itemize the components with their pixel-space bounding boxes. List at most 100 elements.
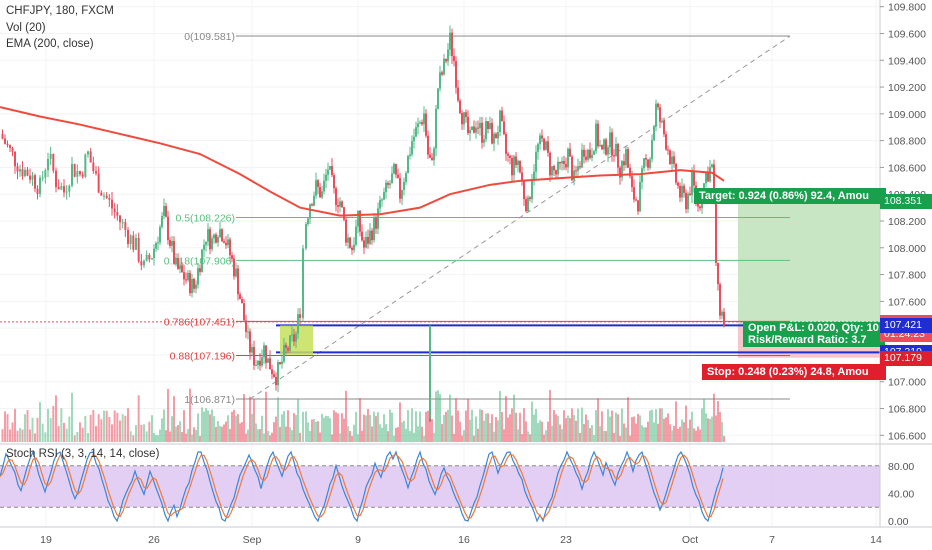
candle-body [505, 134, 507, 154]
volume-bar [311, 419, 313, 442]
candle-body [511, 158, 513, 176]
candle-body [92, 162, 95, 172]
price-axis-tag: 108.351 [880, 193, 932, 209]
volume-indicator-label[interactable]: Vol (20) [6, 22, 46, 34]
candle [391, 166, 393, 184]
candle [375, 215, 377, 234]
candle-body [721, 311, 723, 316]
candle-body [589, 149, 591, 158]
volume-bar [321, 413, 323, 442]
volume-bar [601, 411, 603, 442]
volume-bar [529, 434, 531, 442]
candle [501, 106, 503, 122]
volume-bar [537, 422, 539, 442]
candle [607, 145, 609, 163]
candle [479, 116, 481, 136]
volume-bar [47, 408, 49, 442]
candle [531, 173, 533, 204]
ema-indicator-label[interactable]: EMA (200, close) [6, 38, 94, 50]
candle [451, 28, 453, 64]
candle [693, 164, 695, 193]
volume-bar [687, 428, 689, 442]
volume-bar [613, 432, 615, 442]
volume-bar [327, 416, 329, 442]
volume-bar [245, 433, 247, 442]
volume-bar [557, 415, 559, 442]
candle-body [519, 160, 521, 173]
candle-body [283, 344, 285, 362]
stoch-rsi-label[interactable]: Stoch RSI (3, 3, 14, 14, close) [6, 448, 160, 460]
candle-body [305, 223, 307, 249]
candle-body [657, 103, 659, 108]
volume-bar [367, 408, 369, 442]
volume-bar [479, 409, 481, 442]
stop-label[interactable]: Stop: 0.248 (0.23%) 24.8, Amou [702, 364, 886, 380]
volume-bar [16, 430, 19, 442]
candle-body [609, 132, 611, 148]
candle-body [311, 204, 313, 206]
candle-body [713, 164, 715, 201]
candle [403, 177, 405, 196]
candle [261, 349, 263, 368]
price-tick-label: 109.800 [888, 2, 926, 14]
candle [545, 140, 547, 151]
volume-bar [681, 419, 683, 442]
candle [649, 156, 651, 170]
volume-bar [691, 411, 693, 442]
candle-body [453, 55, 455, 62]
candle [591, 147, 593, 162]
candle [417, 117, 419, 135]
volume-bar [105, 410, 108, 442]
candle [553, 164, 555, 176]
candle-body [597, 123, 599, 147]
volume-bar [343, 418, 345, 442]
candle-body [601, 145, 603, 150]
candle-body [87, 151, 89, 155]
volume-bar [281, 414, 283, 442]
candle [55, 167, 57, 193]
candle-body [549, 152, 551, 176]
candle [41, 170, 44, 182]
candle [365, 231, 367, 249]
volume-bar [331, 434, 333, 442]
candle-body [271, 369, 273, 375]
open-pl-label[interactable]: Open P&L: 0.020, Qty: 10 [743, 322, 885, 335]
volume-bar [433, 432, 435, 442]
candle [313, 191, 315, 207]
volume-bar [108, 417, 111, 442]
candle-body [57, 186, 60, 190]
symbol-info[interactable]: CHFJPY, 180, FXCM [6, 5, 114, 17]
candle-body [189, 272, 191, 294]
candle-body [639, 182, 641, 212]
volume-bar [675, 401, 677, 442]
candle [367, 229, 369, 249]
candle-body [707, 172, 709, 182]
candle-body [465, 112, 467, 117]
candle-body [413, 136, 415, 142]
candle [423, 106, 425, 133]
volume-bar [34, 433, 36, 442]
target-label[interactable]: Target: 0.924 (0.86%) 92.4, Amou [694, 188, 886, 204]
volume-bar [121, 414, 124, 442]
candle-body [251, 347, 253, 353]
volume-bar [419, 411, 421, 442]
risk-reward-label[interactable]: Risk/Reward Ratio: 3.7 [743, 334, 885, 347]
price-tick-label: 107.000 [888, 377, 926, 389]
volume-bar [703, 399, 705, 442]
candle [193, 277, 195, 293]
candle [1, 129, 4, 140]
candle-body [31, 175, 34, 180]
candle-body [403, 181, 405, 191]
volume-bar [49, 418, 52, 442]
candle-body [471, 126, 473, 131]
volume-bar [283, 411, 285, 442]
price-tick-label: 109.600 [888, 28, 926, 40]
volume-bar [553, 410, 555, 442]
volume-bar [60, 408, 63, 442]
candle [185, 272, 187, 284]
candle-body [631, 176, 633, 188]
candle-body [145, 254, 148, 261]
candle-body [407, 155, 409, 174]
candle [16, 162, 19, 180]
